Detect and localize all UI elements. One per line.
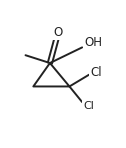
Text: O: O bbox=[53, 26, 62, 39]
Text: Cl: Cl bbox=[83, 101, 94, 111]
Text: OH: OH bbox=[84, 36, 102, 49]
Text: Cl: Cl bbox=[90, 66, 102, 79]
